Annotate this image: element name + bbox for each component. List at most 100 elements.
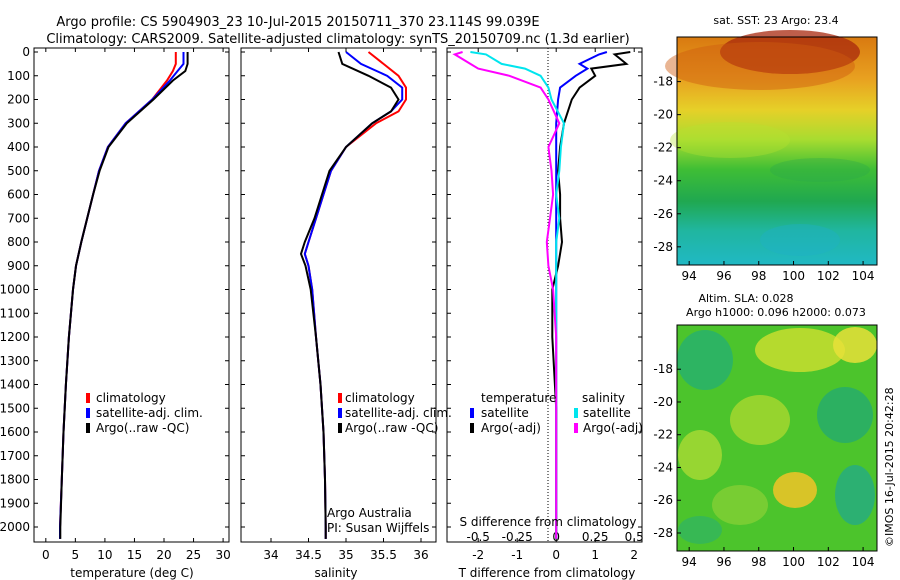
y-tick-label: 1900	[0, 496, 30, 510]
sst-heatmap	[665, 30, 877, 265]
temperature-x-tick-label: 15	[127, 548, 142, 562]
map-x-tick-label: 96	[716, 555, 731, 569]
y-tick-label: 1100	[0, 306, 30, 320]
temperature-x-tick-label: 0	[42, 548, 50, 562]
legend-label: satellite	[583, 406, 631, 420]
salinity-axes	[240, 47, 437, 543]
sst-map-title: sat. SST: 23 Argo: 23.4	[713, 14, 838, 27]
series-line-climatology	[59, 52, 177, 539]
y-tick-label: 600	[7, 188, 30, 202]
sdiff-x-tick-label: 0.5	[625, 530, 644, 544]
series-line-s-argo-adj-	[452, 51, 561, 539]
map-x-tick-label: 100	[782, 269, 805, 283]
difference-xlabel-top: S difference from climatology	[460, 515, 637, 529]
difference-legend: temperature satellite Argo(-adj) salinit…	[470, 391, 643, 435]
title-line-2: Climatology: CARS2009. Satellite-adjuste…	[46, 32, 629, 47]
map-x-tick-label: 94	[682, 269, 697, 283]
series-line-argo-raw-qc-	[59, 52, 189, 539]
map-x-tick-label: 98	[751, 269, 766, 283]
legend-label: climatology	[345, 391, 415, 405]
legend-swatch-s-argo	[574, 423, 578, 433]
legend-label: climatology	[96, 391, 166, 405]
y-tick-label: 1200	[0, 330, 30, 344]
sdiff-x-tick-label: -0.5	[466, 530, 489, 544]
map-y-tick-label: -22	[653, 428, 673, 442]
map-x-tick-label: 98	[751, 555, 766, 569]
series-line-satellite-adj-clim-	[59, 52, 185, 539]
map-x-tick-label: 104	[852, 555, 875, 569]
y-tick-label: 1600	[0, 425, 30, 439]
temperature-x-tick-label: 10	[97, 548, 112, 562]
legend-swatch-t-satellite	[470, 408, 474, 418]
sla-heatmap	[677, 325, 877, 551]
temperature-axes	[33, 47, 230, 543]
map-y-tick-label: -24	[653, 460, 673, 474]
salinity-x-tick-label: 36	[413, 548, 428, 562]
sla-map-title-line-2: Argo h1000: 0.096 h2000: 0.073	[686, 306, 866, 319]
map-x-tick-label: 94	[682, 555, 697, 569]
map-x-tick-label: 100	[782, 555, 805, 569]
y-tick-label: 100	[7, 69, 30, 83]
legend-label: Argo(-adj)	[583, 421, 643, 435]
y-tick-label: 800	[7, 235, 30, 249]
temperature-x-tick-label: 25	[186, 548, 201, 562]
map-y-tick-label: -20	[653, 395, 673, 409]
tdiff-x-tick-label: -1	[511, 548, 523, 562]
map-x-tick-label: 96	[716, 269, 731, 283]
map-y-tick-label: -26	[653, 493, 673, 507]
legend-swatch-climatology	[338, 393, 342, 403]
series-line-argo-raw-qc-	[299, 51, 400, 539]
map-y-tick-label: -20	[653, 108, 673, 122]
map-y-tick-label: -28	[653, 240, 673, 254]
series-line-t-argo-adj-	[551, 51, 631, 539]
salinity-legend: climatology satellite-adj. clim. Argo(..…	[338, 391, 452, 435]
series-line-satellite-adj-clim-	[303, 51, 404, 539]
map-x-tick-label: 104	[852, 269, 875, 283]
salinity-x-tick-label: 35.5	[370, 548, 397, 562]
map-y-tick-label: -24	[653, 174, 673, 188]
sdiff-x-tick-label: -0.25	[502, 530, 533, 544]
tdiff-x-tick-label: -2	[472, 548, 484, 562]
salinity-x-tick-label: 34	[263, 548, 278, 562]
difference-xlabel: T difference from climatology	[458, 566, 636, 580]
y-tick-label: 1400	[0, 378, 30, 392]
sla-map-title-line-1: Altim. SLA: 0.028	[698, 292, 793, 305]
sst-map-frame	[676, 36, 878, 266]
map-y-tick-label: -26	[653, 207, 673, 221]
legend-label: satellite	[481, 406, 529, 420]
legend-label: satellite-adj. clim.	[96, 406, 203, 420]
legend-label: Argo(-adj)	[481, 421, 541, 435]
sla-map-frame	[676, 324, 878, 552]
credit-line-2: PI: Susan Wijffels	[327, 521, 429, 535]
credit-line-1: Argo Australia	[327, 506, 412, 520]
legend-swatch-satellite	[338, 408, 342, 418]
temperature-x-tick-label: 20	[156, 548, 171, 562]
sdiff-x-tick-label: 0.25	[582, 530, 609, 544]
y-tick-label: 1700	[0, 449, 30, 463]
map-y-tick-label: -22	[653, 141, 673, 155]
map-y-tick-label: -18	[653, 75, 673, 89]
y-tick-label: 200	[7, 93, 30, 107]
legend-swatch-satellite	[86, 408, 90, 418]
y-tick-label: 1300	[0, 354, 30, 368]
legend-swatch-climatology	[86, 393, 90, 403]
legend-swatch-t-argo	[470, 423, 474, 433]
legend-swatch-argo	[86, 423, 90, 433]
y-tick-label: 2000	[0, 520, 30, 534]
legend-label: satellite-adj. clim.	[345, 406, 452, 420]
salinity-x-tick-label: 34.5	[295, 548, 322, 562]
difference-axes	[446, 47, 643, 543]
series-line-s-satellite	[470, 51, 566, 539]
legend-swatch-s-satellite	[574, 408, 578, 418]
legend-title-salinity: salinity	[582, 391, 625, 405]
salinity-xlabel: salinity	[314, 566, 357, 580]
title-line-1: Argo profile: CS 5904903_23 10-Jul-2015 …	[56, 15, 539, 30]
map-y-tick-label: -18	[653, 362, 673, 376]
temperature-legend: climatology satellite-adj. clim. Argo(..…	[86, 391, 203, 435]
tdiff-x-tick-label: 0	[552, 548, 560, 562]
temperature-xlabel: temperature (deg C)	[70, 566, 193, 580]
map-x-tick-label: 102	[817, 555, 840, 569]
tdiff-x-tick-label: 2	[630, 548, 638, 562]
y-tick-label: 1800	[0, 473, 30, 487]
